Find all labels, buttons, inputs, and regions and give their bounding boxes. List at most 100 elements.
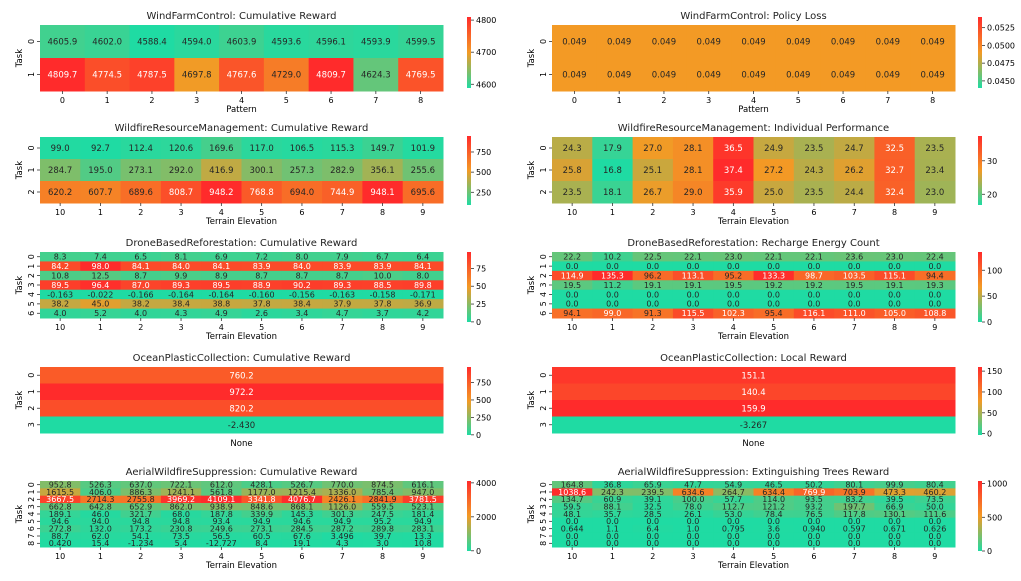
cell-label: 0.049 xyxy=(920,38,944,48)
cell-label: 89.8 xyxy=(414,281,432,290)
y-tick-label: 2 xyxy=(27,273,36,278)
cell-label: 37.8 xyxy=(253,300,271,309)
cell-label: 808.7 xyxy=(169,188,193,198)
x-axis-label: Terrain Elevation xyxy=(717,332,789,342)
cell-label: 120.6 xyxy=(169,144,193,154)
cell-label: 0.049 xyxy=(920,71,944,81)
x-tick-label: 3 xyxy=(691,323,696,332)
colorbar xyxy=(978,252,982,322)
y-tick-label: 2 xyxy=(27,189,36,194)
cell-label: 101.9 xyxy=(411,144,435,154)
cell-label: 0.049 xyxy=(786,38,810,48)
x-tick-label: 6 xyxy=(299,323,304,332)
colorbar-tick-label: 750 xyxy=(476,148,491,157)
y-axis-label: Task xyxy=(15,391,25,410)
cell-label: 19.5 xyxy=(845,281,863,290)
cell-label: -0.022 xyxy=(88,290,114,299)
cell-label: 0.049 xyxy=(876,38,900,48)
cell-label: 98.0 xyxy=(92,262,110,271)
x-tick-label: 3 xyxy=(179,208,184,217)
x-axis-label: None xyxy=(742,439,764,449)
cell-label: 19.5 xyxy=(563,281,581,290)
y-tick-label: 0 xyxy=(539,254,548,259)
cell-label: 105.0 xyxy=(883,309,906,318)
cell-label: 94.1 xyxy=(563,309,581,318)
x-tick-label: 6 xyxy=(841,96,846,105)
cell-label: 8.3 xyxy=(54,253,67,262)
cell-label: 23.5 xyxy=(804,144,823,154)
cell-label: 4.3 xyxy=(336,539,349,548)
cell-label: 8.1 xyxy=(175,253,188,262)
x-tick-label: 7 xyxy=(885,96,890,105)
cell-label: 0.0 xyxy=(566,262,579,271)
y-tick-label: 6 xyxy=(539,526,548,531)
colorbar-tick-label: 4800 xyxy=(476,16,496,25)
cell-label: 0.0 xyxy=(566,290,579,299)
cell-label: 0.049 xyxy=(876,71,900,81)
cell-label: 9.9 xyxy=(175,271,188,280)
cell-label: 744.9 xyxy=(330,188,354,198)
cell-label: 3.0 xyxy=(376,539,389,548)
cell-label: 26.2 xyxy=(845,166,864,176)
colorbar-tick-label: 2000 xyxy=(476,513,496,522)
x-tick-label: 8 xyxy=(380,323,385,332)
x-tick-label: 4 xyxy=(751,96,756,105)
cell-label: 0.420 xyxy=(49,539,72,548)
x-tick-label: 1 xyxy=(610,552,615,561)
cell-label: 8.0 xyxy=(416,271,429,280)
cell-label: 106.5 xyxy=(290,144,314,154)
cell-label: 768.8 xyxy=(249,188,273,198)
x-axis-label: Pattern xyxy=(738,105,769,115)
cell-label: 89.3 xyxy=(333,281,351,290)
chart-title: WindFarmControl: Cumulative Reward xyxy=(147,11,337,22)
cell-label: 6.4 xyxy=(416,253,429,262)
cell-label: 38.4 xyxy=(172,300,190,309)
y-tick-label: 0 xyxy=(539,373,548,378)
cell-label: 0.049 xyxy=(697,71,721,81)
cell-label: 0.049 xyxy=(562,38,586,48)
y-tick-label: 1 xyxy=(27,489,36,494)
cell-label: 84.1 xyxy=(414,262,432,271)
cell-label: 4.7 xyxy=(336,309,349,318)
cell-label: 2.6 xyxy=(255,309,268,318)
cell-label: 36.5 xyxy=(724,144,743,154)
y-tick-label: 4 xyxy=(539,292,548,297)
x-tick-label: 5 xyxy=(259,323,264,332)
cell-label: 0.0 xyxy=(646,290,659,299)
cell-label: 96.2 xyxy=(644,271,662,280)
y-tick-label: 0 xyxy=(27,482,36,487)
x-tick-label: 4 xyxy=(219,323,224,332)
y-tick-label: 1 xyxy=(539,264,548,269)
x-tick-label: 10 xyxy=(55,208,65,217)
cell-label: 300.1 xyxy=(249,166,273,176)
cell-label: -0.158 xyxy=(370,290,396,299)
cell-label: -1.234 xyxy=(128,539,154,548)
colorbar xyxy=(467,136,471,205)
cell-label: 0.0 xyxy=(928,262,941,271)
x-axis-label: None xyxy=(230,439,252,449)
y-axis-label: Task xyxy=(527,161,537,180)
x-tick-label: 9 xyxy=(932,208,937,217)
colorbar xyxy=(978,136,982,205)
cell-label: 24.7 xyxy=(845,144,864,154)
colorbar xyxy=(467,367,471,435)
x-tick-label: 10 xyxy=(567,552,577,561)
cell-label: 0.0 xyxy=(606,539,619,548)
cell-label: 135.3 xyxy=(601,271,624,280)
cell-label: 948.1 xyxy=(370,188,394,198)
y-axis-label: Task xyxy=(15,49,25,68)
y-tick-label: 0 xyxy=(27,145,36,150)
cell-label: 103.5 xyxy=(843,271,866,280)
x-tick-label: 5 xyxy=(284,96,289,105)
cell-label: 4697.8 xyxy=(182,71,212,81)
x-tick-label: 1 xyxy=(98,208,103,217)
cell-label: 133.3 xyxy=(762,271,785,280)
colorbar-tick-label: 0 xyxy=(987,547,992,556)
cell-label: 23.0 xyxy=(724,253,742,262)
cell-label: 195.0 xyxy=(88,166,112,176)
x-tick-label: 6 xyxy=(299,208,304,217)
cell-label: 37.4 xyxy=(724,166,743,176)
cell-label: 0.049 xyxy=(607,71,631,81)
cell-label: 12.5 xyxy=(92,271,110,280)
cell-label: 0.049 xyxy=(831,38,855,48)
